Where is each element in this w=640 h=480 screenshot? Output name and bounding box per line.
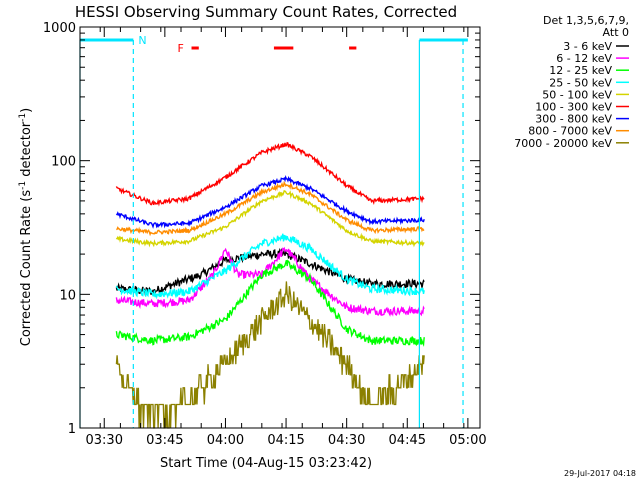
legend-entry-label-6: 300 - 800 keV: [535, 113, 612, 126]
series-line-7: [116, 180, 425, 237]
night-label: N: [138, 34, 146, 47]
series-line-4: [115, 190, 425, 248]
x-tick-label-6: 05:00: [449, 433, 486, 448]
legend-entry-label-3: 25 - 50 keV: [549, 76, 612, 89]
plot-frame: [79, 26, 481, 429]
traces-layer: [115, 141, 425, 429]
legend-entry-label-8: 7000 - 20000 keV: [514, 137, 612, 150]
series-line-0: [115, 247, 425, 296]
y-tick-label-3: 1000: [43, 21, 76, 36]
legend-entry-label-0: 3 - 6 keV: [563, 40, 612, 53]
axes-layer: 03:30 03:45 04:00 04:15 04:30 04:45 05:00 1 10 10…: [43, 21, 487, 448]
flare-label: F: [178, 42, 184, 55]
legend-header-1: Att 0: [603, 26, 629, 39]
x-tick-label-2: 04:00: [207, 433, 244, 448]
series-line-1: [115, 246, 425, 317]
x-tick-label-3: 04:15: [267, 433, 304, 448]
x-axis-label: Start Time (04-Aug-15 03:23:42): [160, 456, 372, 471]
date-stamp: 29-Jul-2017 04:18: [564, 469, 636, 478]
y-axis-label: Corrected Count Rate (s-1 detector-1): [18, 108, 34, 346]
series-line-6: [115, 174, 425, 229]
x-tick-label-4: 04:30: [328, 433, 365, 448]
legend-header-0: Det 1,3,5,6,7,9,: [543, 14, 629, 27]
series-line-3: [115, 233, 425, 300]
legend-entry-label-1: 6 - 12 keV: [556, 52, 612, 65]
y-tick-label-1: 10: [59, 288, 76, 303]
legend-entry-label-4: 50 - 100 keV: [542, 88, 612, 101]
x-tick-label-1: 03:45: [146, 433, 183, 448]
legend-entry-label-7: 800 - 7000 keV: [528, 125, 612, 138]
chart-title: HESSI Observing Summary Count Rates, Cor…: [75, 3, 457, 21]
y-tick-label-0: 1: [68, 422, 76, 437]
series-line-2: [115, 259, 425, 347]
series-line-5: [115, 141, 425, 207]
x-tick-label-5: 04:45: [389, 433, 426, 448]
legend-entry-label-5: 100 - 300 keV: [535, 101, 612, 114]
x-tick-label-0: 03:30: [86, 433, 123, 448]
y-tick-label-2: 100: [51, 155, 76, 170]
legend-entry-label-2: 12 - 25 keV: [549, 64, 612, 77]
